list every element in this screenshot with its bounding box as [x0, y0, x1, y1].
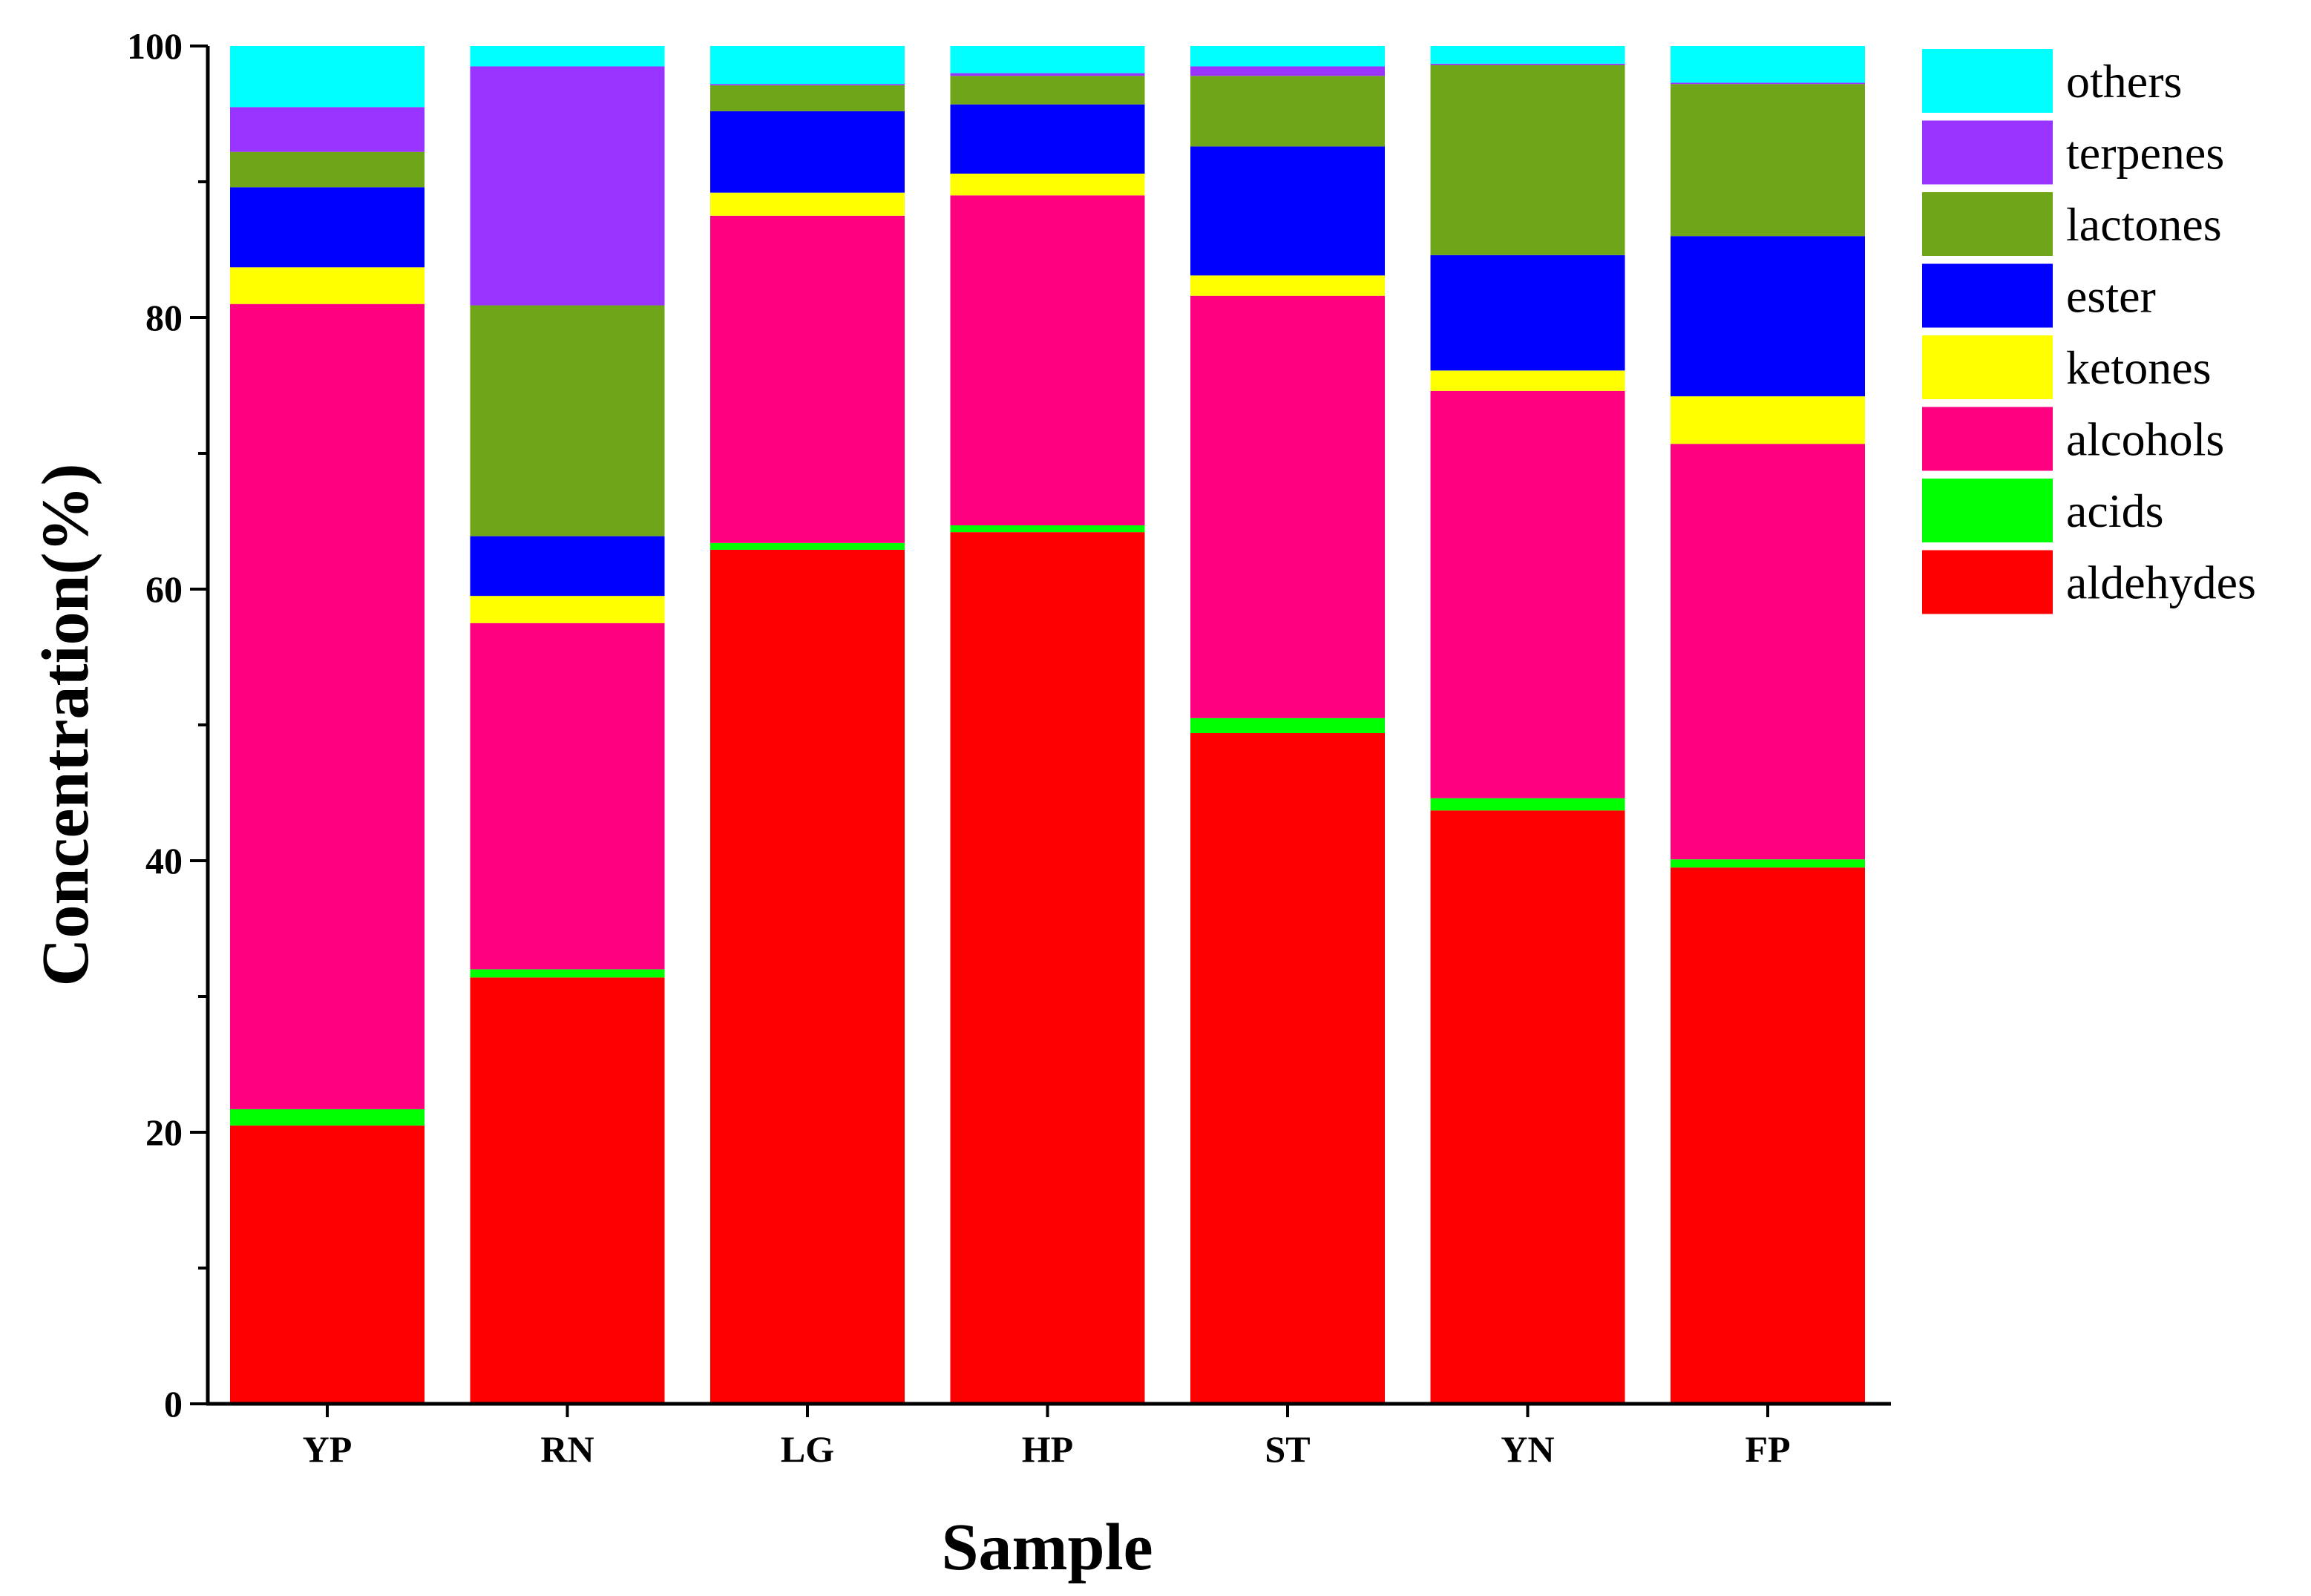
legend-label-aldehydes: aldehydes: [2066, 556, 2256, 609]
bar-lg-terpenes: [710, 84, 905, 86]
legend-swatch-others: [1922, 49, 2053, 113]
x-tick-label: LG: [781, 1428, 834, 1470]
x-axis-title: Sample: [941, 1511, 1153, 1584]
y-axis-title: Concentration(%): [29, 464, 102, 987]
bar-rn-aldehydes: [470, 977, 665, 1404]
bar-hp-lactones: [950, 76, 1145, 105]
x-tick-label: FP: [1745, 1428, 1790, 1470]
legend-swatch-aldehydes: [1922, 550, 2053, 614]
bar-yn-terpenes: [1430, 63, 1625, 65]
bar-rn-acids: [470, 969, 665, 978]
bar-fp-terpenes: [1671, 82, 1865, 85]
x-tick-label: YP: [303, 1428, 353, 1470]
bar-fp-aldehydes: [1671, 867, 1865, 1404]
bar-lg-others: [710, 46, 905, 85]
bar-fp-ketones: [1671, 396, 1865, 444]
legend-swatch-acids: [1922, 479, 2053, 542]
legend-label-others: others: [2066, 55, 2182, 108]
legend: others terpenes lactones ester ketones alcoho…: [1922, 49, 2256, 614]
bar-yn-aldehydes: [1430, 810, 1625, 1404]
bar-yp-aldehydes: [230, 1125, 424, 1404]
bar-lg-ester: [710, 111, 905, 193]
bar-fp-acids: [1671, 859, 1865, 868]
bar-yn-ketones: [1430, 370, 1625, 391]
y-tick-label: 80: [145, 297, 183, 338]
bar-st-terpenes: [1190, 66, 1385, 76]
bar-yp-acids: [230, 1109, 424, 1126]
bar-st-aldehydes: [1190, 732, 1385, 1404]
bar-st-ketones: [1190, 275, 1385, 296]
legend-swatch-ketones: [1922, 335, 2053, 399]
bar-rn-others: [470, 46, 665, 67]
bar-st-acids: [1190, 717, 1385, 733]
bar-yp-terpenes: [230, 107, 424, 152]
bar-fp-lactones: [1671, 84, 1865, 237]
bar-yn-others: [1430, 46, 1625, 64]
bar-hp-alcohols: [950, 195, 1145, 525]
bars-layer: [230, 46, 1865, 1405]
legend-label-acids: acids: [2066, 485, 2164, 537]
y-tick-label: 40: [145, 840, 183, 881]
bar-fp-others: [1671, 46, 1865, 83]
legend-label-lactones: lactones: [2066, 198, 2222, 251]
bar-yp-others: [230, 46, 424, 108]
bar-yn-ester: [1430, 254, 1625, 371]
bar-st-alcohols: [1190, 295, 1385, 718]
bar-yp-lactones: [230, 151, 424, 188]
bar-st-lactones: [1190, 76, 1385, 147]
bar-lg-lactones: [710, 85, 905, 111]
bar-fp-ester: [1671, 236, 1865, 397]
bar-yp-ester: [230, 187, 424, 268]
y-tick-label: 0: [164, 1383, 183, 1425]
bar-st-ester: [1190, 146, 1385, 276]
y-ticks: 0 20 40 60 80 100: [127, 25, 208, 1425]
bar-hp-ketones: [950, 174, 1145, 196]
bar-rn-ketones: [470, 596, 665, 623]
bar-fp-alcohols: [1671, 444, 1865, 860]
legend-swatch-terpenes: [1922, 120, 2053, 185]
legend-label-alcohols: alcohols: [2066, 413, 2224, 466]
x-tick-label: HP: [1022, 1428, 1073, 1470]
y-tick-label: 60: [145, 568, 183, 610]
x-tick-label: RN: [540, 1428, 594, 1470]
legend-label-ester: ester: [2066, 270, 2156, 323]
bar-rn-lactones: [470, 305, 665, 536]
bar-lg-alcohols: [710, 215, 905, 543]
bar-st-others: [1190, 46, 1385, 67]
bar-yn-lactones: [1430, 65, 1625, 255]
bar-hp-terpenes: [950, 73, 1145, 76]
legend-label-terpenes: terpenes: [2066, 127, 2224, 180]
bar-yn-alcohols: [1430, 390, 1625, 798]
bar-hp-aldehydes: [950, 532, 1145, 1404]
legend-swatch-ester: [1922, 263, 2053, 328]
bar-rn-ester: [470, 536, 665, 597]
bar-yn-acids: [1430, 798, 1625, 811]
legend-label-ketones: ketones: [2066, 341, 2212, 394]
x-tick-label: YN: [1501, 1428, 1554, 1470]
legend-swatch-lactones: [1922, 192, 2053, 256]
bar-rn-terpenes: [470, 66, 665, 306]
bar-yp-ketones: [230, 267, 424, 304]
bar-hp-ester: [950, 104, 1145, 174]
y-tick-label: 100: [127, 25, 183, 67]
bar-hp-acids: [950, 525, 1145, 533]
bar-lg-acids: [710, 542, 905, 550]
bar-lg-aldehydes: [710, 549, 905, 1405]
bar-hp-others: [950, 46, 1145, 73]
y-tick-label: 20: [145, 1111, 183, 1153]
bar-lg-ketones: [710, 192, 905, 216]
bar-rn-alcohols: [470, 623, 665, 970]
legend-swatch-alcohols: [1922, 407, 2053, 471]
bar-yp-alcohols: [230, 303, 424, 1109]
x-tick-labels: YP RN LG HP ST YN FP: [303, 1404, 1791, 1470]
x-tick-label: ST: [1265, 1428, 1310, 1470]
